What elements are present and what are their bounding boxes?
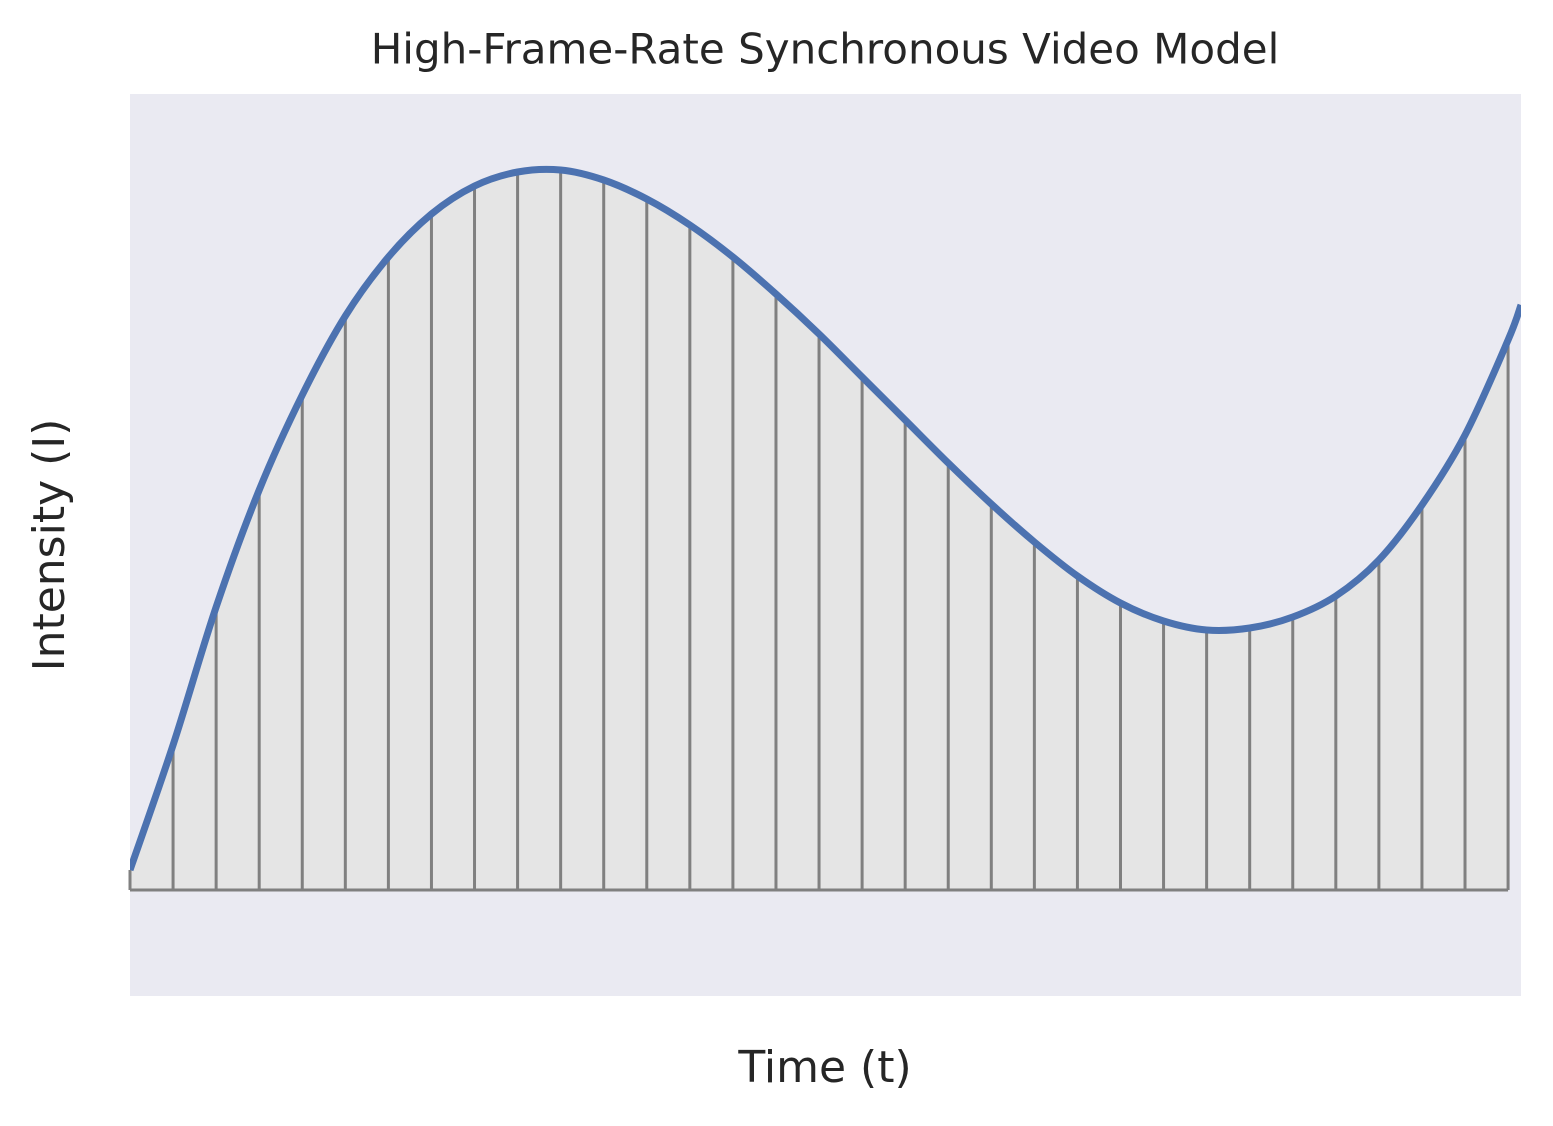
x-axis-label: Time (t) [737, 1042, 911, 1093]
curve [130, 165, 1521, 872]
chart-title: High-Frame-Rate Synchronous Video Model [371, 25, 1280, 74]
y-axis-label: Intensity (I) [24, 419, 75, 672]
